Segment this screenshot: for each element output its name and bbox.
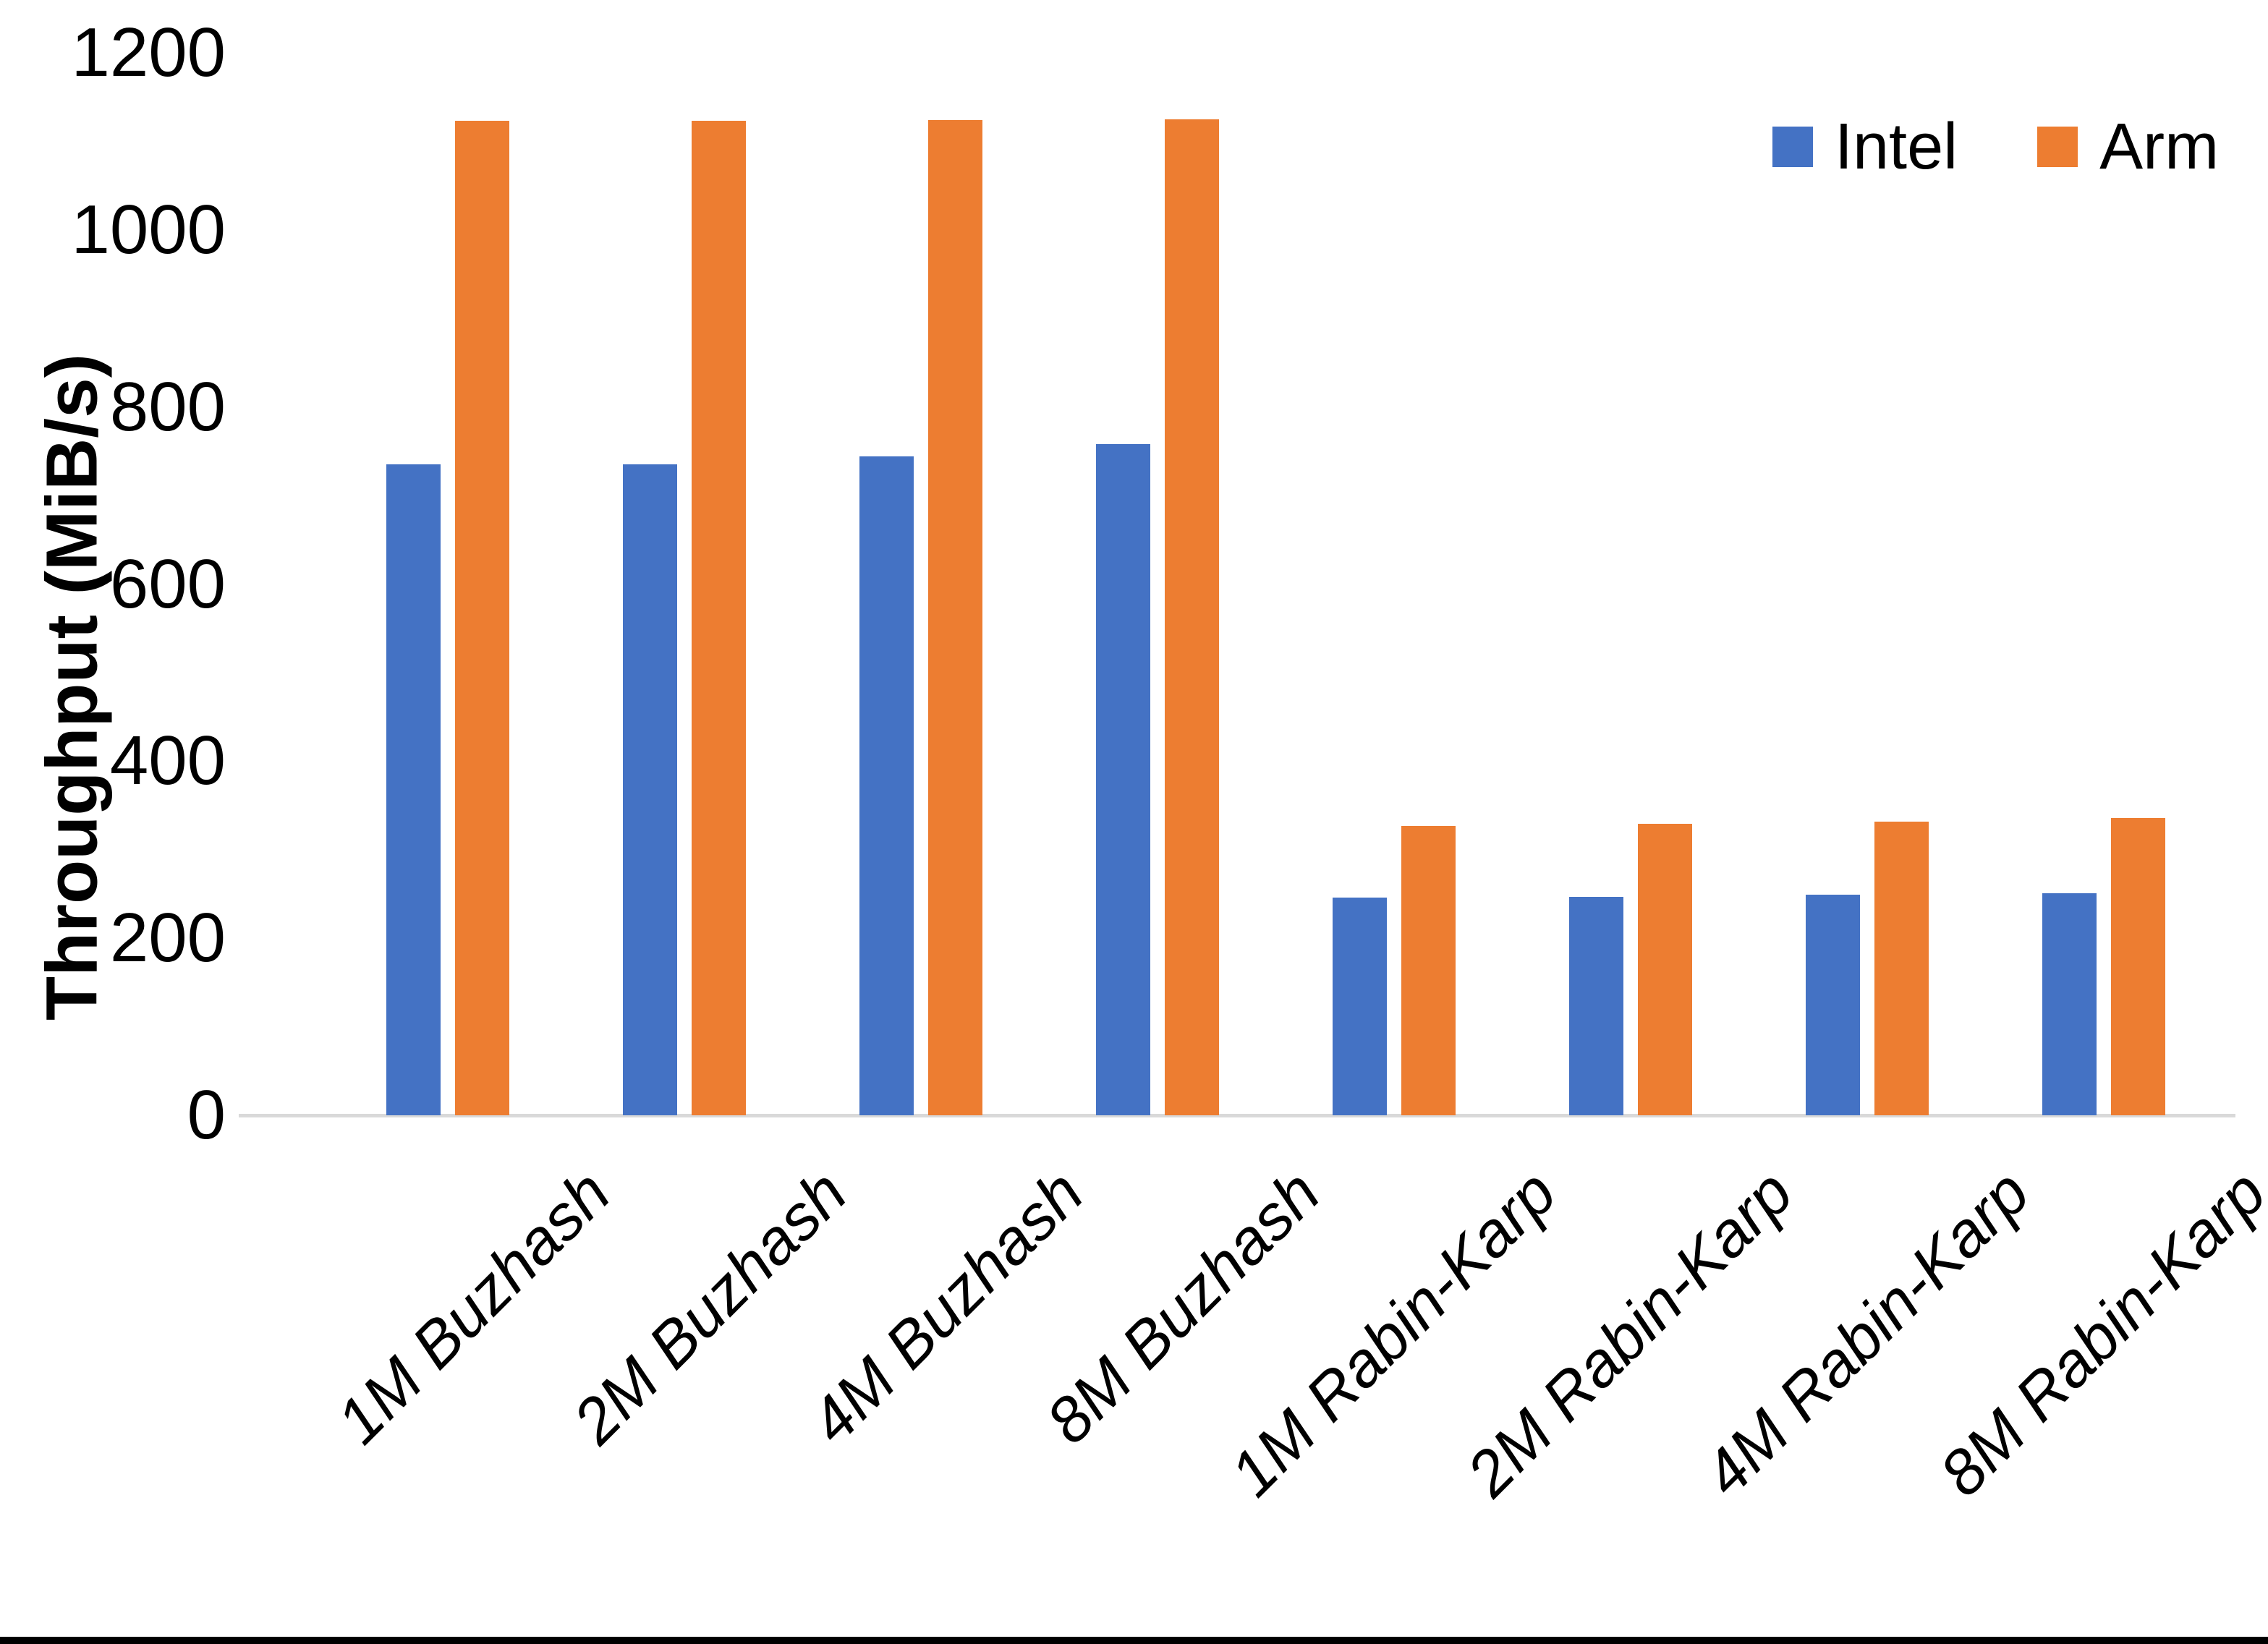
legend-item-intel: Intel bbox=[1772, 114, 1958, 179]
bar-arm-7 bbox=[1874, 821, 1929, 1115]
bar-arm-2 bbox=[692, 121, 746, 1115]
bar-intel-1 bbox=[386, 464, 441, 1115]
bar-arm-8 bbox=[2111, 817, 2165, 1115]
bottom-border-bar bbox=[0, 1637, 2268, 1644]
bar-intel-7 bbox=[1806, 895, 1860, 1115]
bar-intel-3 bbox=[859, 456, 914, 1115]
bar-arm-6 bbox=[1638, 824, 1692, 1115]
y-tick-label: 800 bbox=[109, 367, 226, 446]
legend-label-arm: Arm bbox=[2099, 111, 2220, 183]
legend-item-arm: Arm bbox=[2037, 114, 2219, 179]
y-tick-label: 0 bbox=[187, 1076, 226, 1154]
legend-label-intel: Intel bbox=[1835, 111, 1958, 183]
legend-swatch-intel bbox=[1772, 127, 1813, 167]
y-tick-label: 200 bbox=[109, 899, 226, 977]
legend: Intel Arm bbox=[1772, 114, 2219, 179]
bar-arm-5 bbox=[1401, 825, 1456, 1115]
bar-arm-3 bbox=[928, 120, 982, 1115]
bar-arm-1 bbox=[455, 121, 509, 1115]
y-tick-label: 1000 bbox=[71, 191, 226, 268]
y-tick-label: 1200 bbox=[71, 14, 226, 92]
bar-intel-5 bbox=[1333, 897, 1387, 1115]
bar-intel-6 bbox=[1569, 896, 1623, 1115]
y-tick-label: 400 bbox=[109, 722, 226, 800]
x-axis-baseline bbox=[239, 1114, 2235, 1117]
legend-swatch-arm bbox=[2037, 127, 2078, 167]
y-tick-label: 600 bbox=[109, 545, 226, 623]
bar-intel-2 bbox=[623, 464, 677, 1115]
bar-arm-4 bbox=[1165, 119, 1219, 1115]
bar-intel-4 bbox=[1096, 444, 1150, 1115]
bar-intel-8 bbox=[2042, 893, 2097, 1115]
